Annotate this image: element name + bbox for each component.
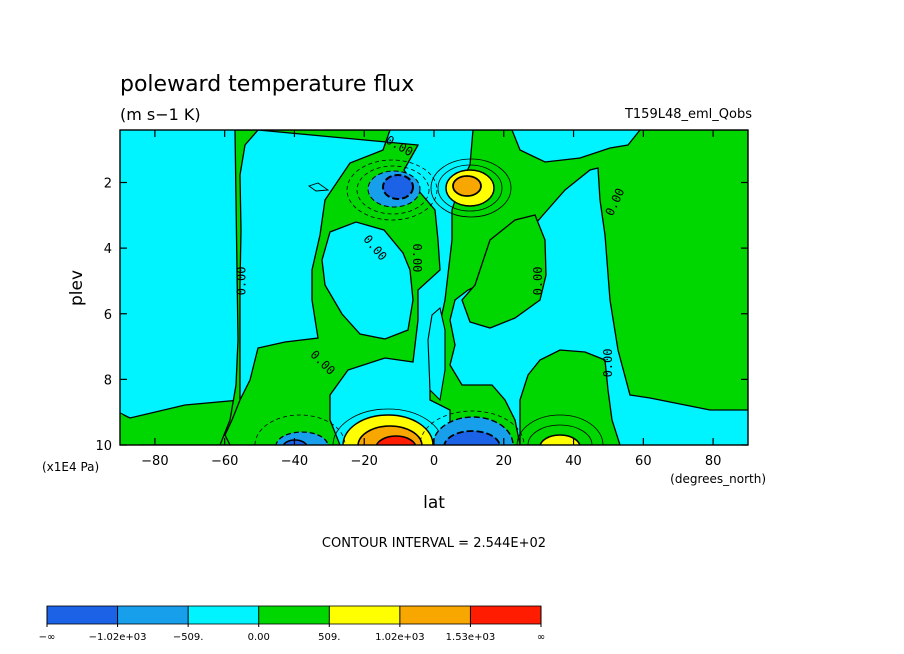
y-units-label: (x1E4 Pa) <box>42 460 99 474</box>
x-axis-label: lat <box>423 493 445 513</box>
colorbar-label: −1.02e+03 <box>89 632 147 643</box>
y-tick-label: 8 <box>104 373 112 388</box>
green-corner-sw <box>120 413 140 445</box>
x-tick-label: 60 <box>635 454 652 469</box>
y-tick-label: 10 <box>95 439 112 454</box>
colorbar-swatch <box>258 606 330 624</box>
green-region-central-west <box>120 130 441 445</box>
cyan-hole-west <box>321 221 414 340</box>
anomaly-negative-lower-core <box>443 430 501 445</box>
contour-label: 0.00 <box>235 266 249 295</box>
chart-title: poleward temperature flux <box>120 72 414 97</box>
x-units-label: (degrees_north) <box>670 472 766 486</box>
contour-field <box>120 130 748 445</box>
contour-solid-outer-south-west <box>332 408 444 445</box>
colorbar-swatch <box>329 606 400 624</box>
contour-label: 0.00 <box>531 266 545 295</box>
x-tick-label: −80 <box>141 454 168 469</box>
y-tick-label: 2 <box>104 177 112 192</box>
cyan-sliver-equator <box>427 306 446 402</box>
colorbar: −∞ −1.02e+03 −509. 0.00 509. 1.02e+03 1.53e+03… <box>39 605 545 643</box>
contour-solid-outer-north-mid <box>516 414 604 445</box>
contour-label: 0.00 <box>601 349 615 378</box>
green-island-east <box>461 214 547 329</box>
contour-dashed-outer-south-east <box>419 410 525 445</box>
contour-solid-mid-north-mid <box>527 424 593 445</box>
colorbar-swatch <box>399 606 471 624</box>
x-tick-label: 80 <box>705 454 722 469</box>
anomaly-positive-lower-core <box>375 435 417 445</box>
x-tick-label: 0 <box>430 454 438 469</box>
anomaly-positive-upper-core <box>452 175 482 197</box>
colorbar-label: 1.02e+03 <box>375 632 425 643</box>
contour-label: 0.00 <box>410 244 424 273</box>
green-region-southeast <box>519 349 621 445</box>
contour-small-loop-south <box>308 182 330 192</box>
anomaly-negative-upper-core <box>382 174 414 200</box>
x-tick-label: −40 <box>281 454 308 469</box>
y-tick-label: 6 <box>104 308 112 323</box>
x-axis: −80 −60 −40 −20 0 20 40 60 80 <box>141 130 721 469</box>
y-axis: 2 4 6 8 10 <box>95 177 748 454</box>
colorbar-label: 0.00 <box>248 632 270 643</box>
x-tick-label: 40 <box>565 454 582 469</box>
contour-solid-outer-north-east <box>430 158 512 218</box>
x-tick-label: −20 <box>351 454 378 469</box>
y-tick-label: 4 <box>104 242 112 257</box>
colorbar-label: ∞ <box>537 632 545 643</box>
contour-solid-mid-north-east <box>437 164 503 212</box>
contour-dashed-outer-south-mid <box>254 414 346 445</box>
colorbar-swatch <box>117 606 189 624</box>
colorbar-swatch <box>47 606 118 624</box>
green-strip-west <box>219 130 259 445</box>
contour-dashed-outer-north-west <box>346 159 438 221</box>
colorbar-label: −∞ <box>39 632 56 643</box>
contour-interval-text: CONTOUR INTERVAL = 2.544E+02 <box>322 536 546 551</box>
chart-subtitle: (m s−1 K) <box>120 105 201 124</box>
contour-dashed-mid-north-west <box>356 165 430 215</box>
x-tick-label: 20 <box>496 454 513 469</box>
colorbar-label: −509. <box>173 632 204 643</box>
colorbar-swatch <box>188 606 259 624</box>
dataset-label: T159L48_eml_Qobs <box>624 107 752 122</box>
x-tick-label: −60 <box>211 454 238 469</box>
colorbar-label: 1.53e+03 <box>446 632 496 643</box>
anomaly-positive-north-mid <box>539 434 581 445</box>
colorbar-label: 509. <box>318 632 340 643</box>
y-axis-label: plev <box>67 270 87 306</box>
colorbar-swatch <box>470 606 541 624</box>
